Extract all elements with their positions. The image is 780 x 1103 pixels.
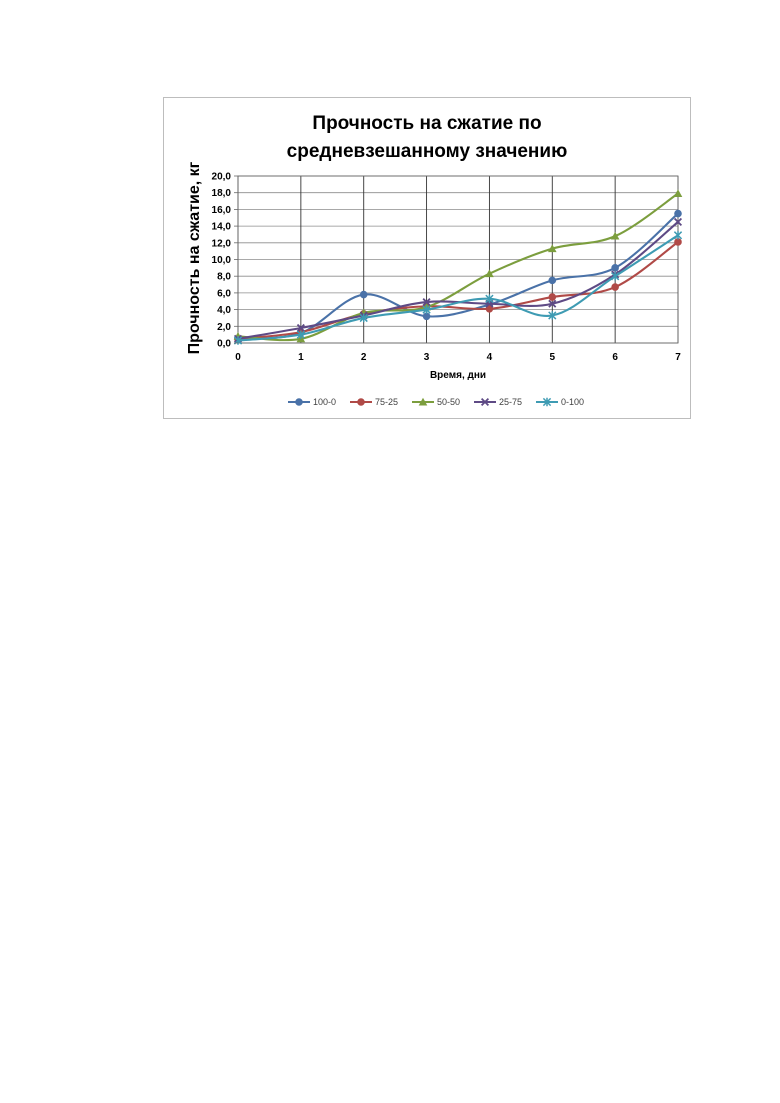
legend-label: 0-100 — [561, 397, 584, 407]
chart-svg: Прочность на сжатие по средневзешанному … — [164, 98, 690, 418]
x-tick-label: 7 — [675, 352, 681, 363]
legend-label: 100-0 — [313, 397, 336, 407]
y-tick-label: 20,0 — [212, 172, 232, 183]
y-tick-label: 4,0 — [217, 305, 231, 316]
grid — [238, 176, 678, 343]
data-point — [423, 313, 430, 320]
x-tick-label: 0 — [235, 352, 241, 363]
y-axis-title: Прочность на сжатие, кг — [186, 161, 203, 354]
data-point — [360, 291, 367, 298]
legend-marker — [296, 399, 303, 406]
y-tick-label: 8,0 — [217, 272, 231, 283]
data-point — [674, 189, 683, 197]
data-point — [674, 231, 681, 239]
legend-label: 25-75 — [499, 397, 522, 407]
data-point — [675, 239, 682, 246]
legend-marker — [358, 399, 365, 406]
x-tick-label: 5 — [550, 352, 556, 363]
data-point — [612, 284, 619, 291]
chart-title-line-1: Прочность на сжатие по — [312, 113, 541, 134]
legend-item: 100-0 — [288, 397, 336, 407]
x-tick-label: 6 — [612, 352, 618, 363]
x-tick-label: 3 — [424, 352, 430, 363]
data-point — [549, 277, 556, 284]
legend-label: 50-50 — [437, 397, 460, 407]
data-point — [612, 265, 619, 272]
chart-frame: Прочность на сжатие по средневзешанному … — [163, 97, 691, 419]
y-tick-label: 6,0 — [217, 288, 231, 299]
legend-item: 75-25 — [350, 397, 398, 407]
y-tick-label: 10,0 — [212, 255, 232, 266]
data-point — [549, 294, 556, 301]
chart-title-line-2: средневзешанному значению — [287, 141, 568, 162]
y-tick-label: 14,0 — [212, 222, 232, 233]
x-tick-label: 4 — [487, 352, 493, 363]
x-axis-title: Время, дни — [430, 370, 486, 381]
y-tick-label: 12,0 — [212, 238, 232, 249]
x-tick-label: 2 — [361, 352, 367, 363]
y-tick-label: 16,0 — [212, 205, 232, 216]
legend-item: 50-50 — [412, 397, 460, 407]
y-tick-label: 18,0 — [212, 188, 232, 199]
y-tick-label: 0,0 — [217, 339, 231, 350]
legend: 100-0 75-25 50-50 25-75 0-100 — [288, 397, 584, 407]
y-tick-label: 2,0 — [217, 322, 231, 333]
legend-label: 75-25 — [375, 397, 398, 407]
legend-item: 25-75 — [474, 397, 522, 407]
legend-item: 0-100 — [536, 397, 584, 407]
data-point — [675, 210, 682, 217]
x-tick-label: 1 — [298, 352, 304, 363]
